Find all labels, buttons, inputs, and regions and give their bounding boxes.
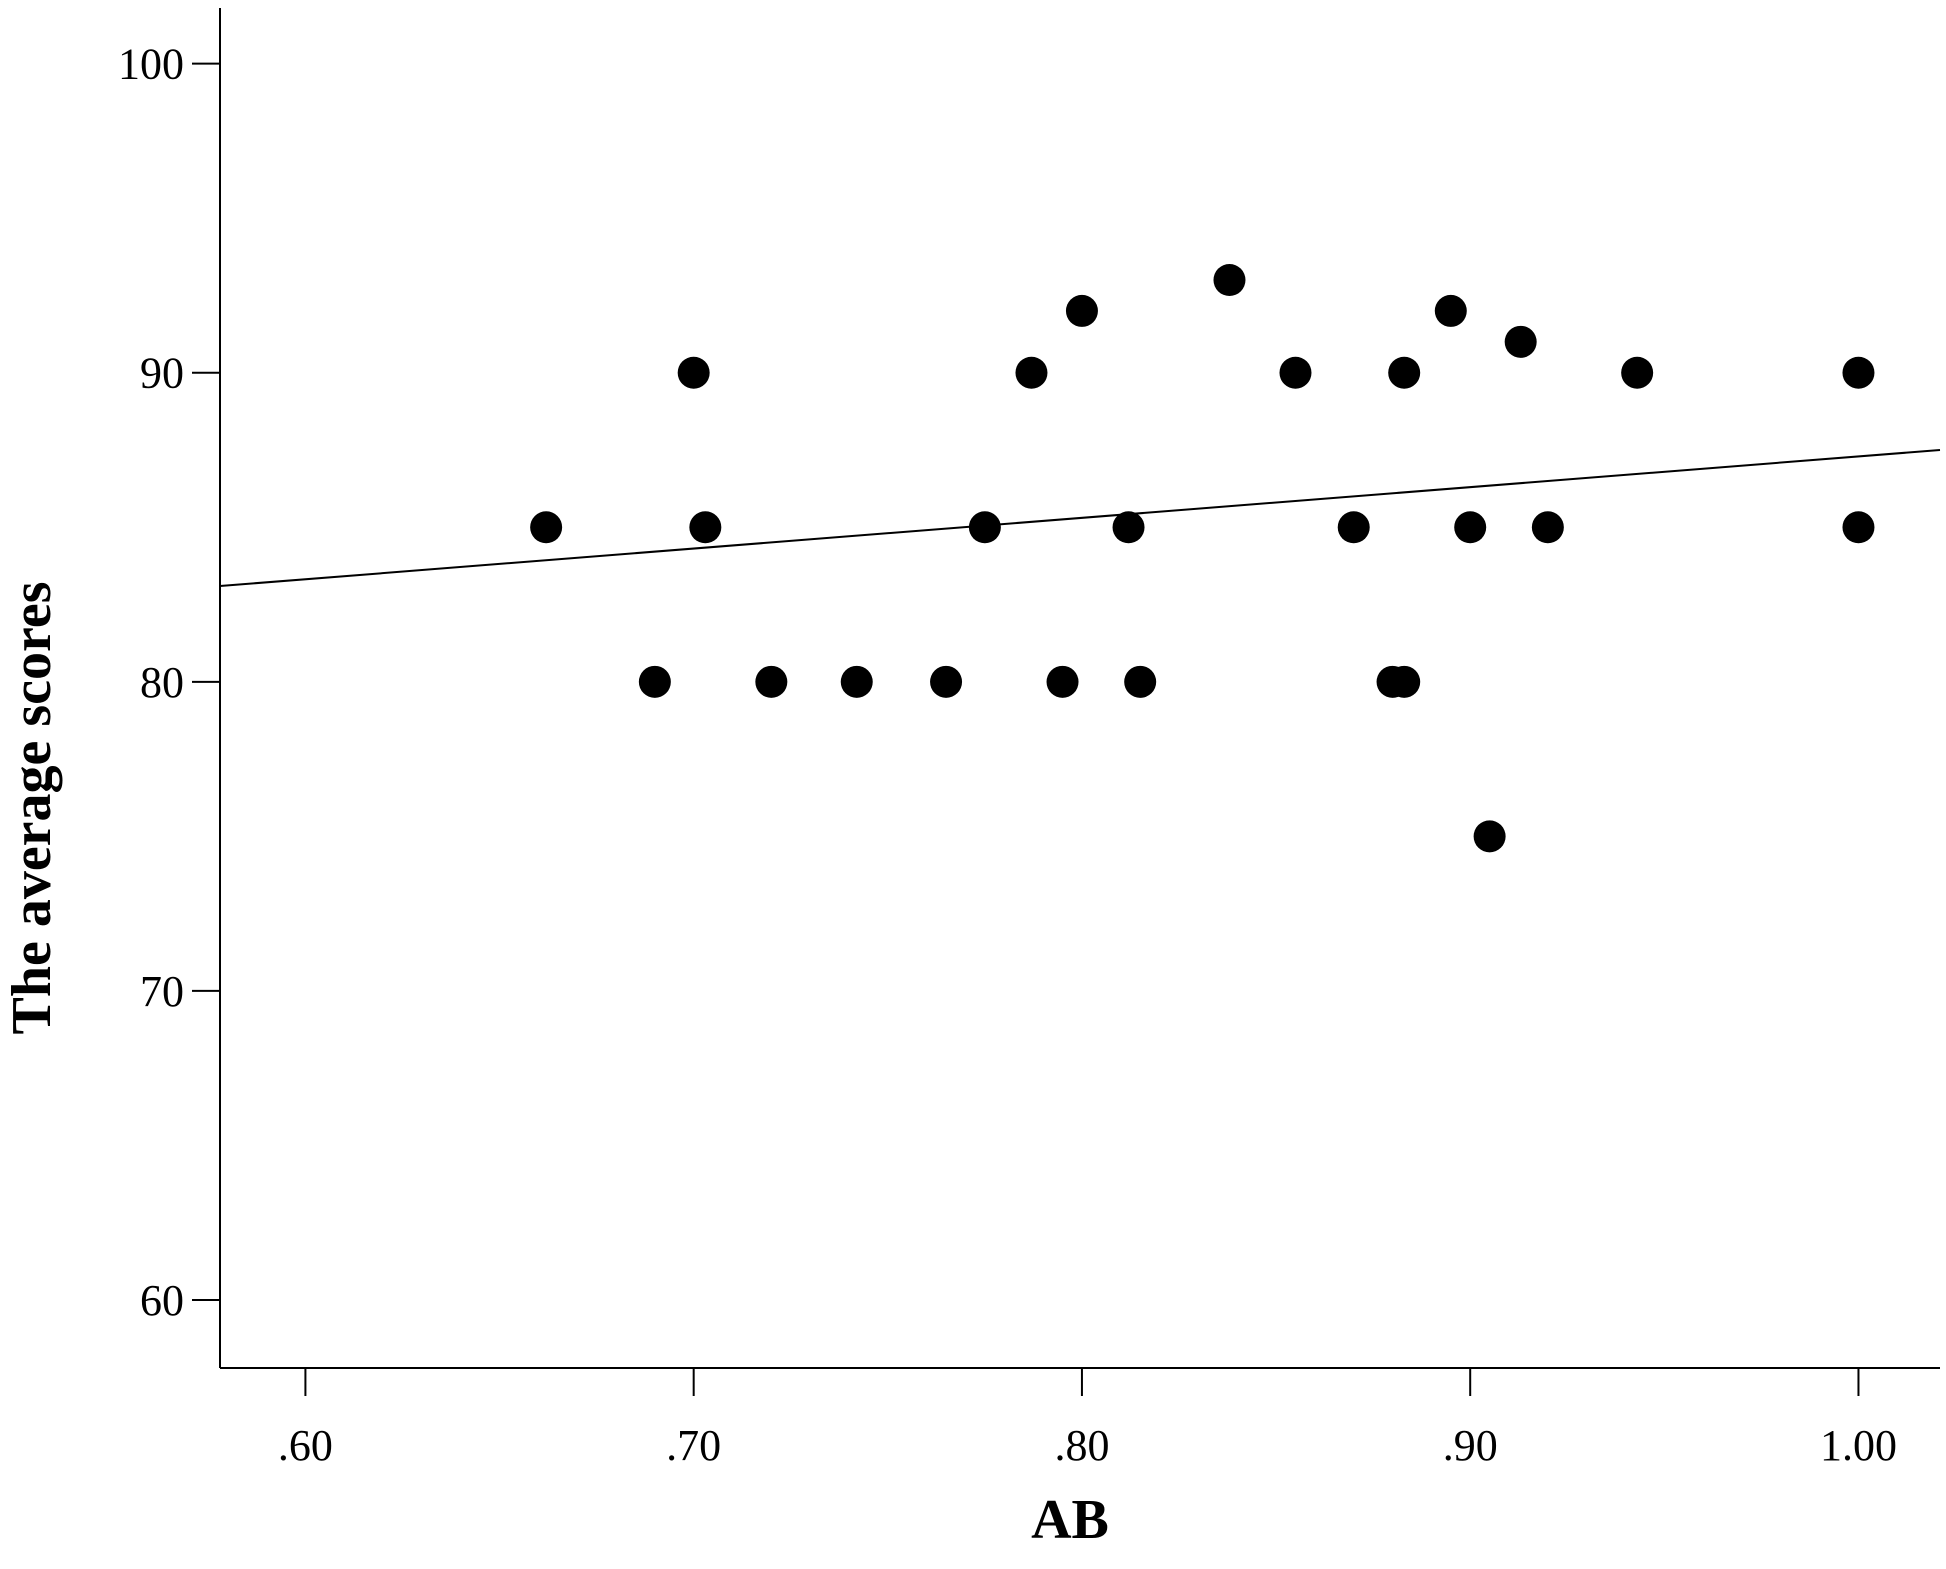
- data-point: [530, 511, 563, 544]
- y-tick-label: 60: [140, 1276, 184, 1325]
- data-point: [1842, 511, 1875, 544]
- data-point: [1454, 511, 1487, 544]
- data-point: [1124, 665, 1157, 698]
- data-point: [1046, 665, 1079, 698]
- x-tick-label: 1.00: [1820, 1421, 1897, 1470]
- data-point: [1112, 511, 1145, 544]
- data-point: [1434, 294, 1467, 327]
- data-point: [1842, 356, 1875, 389]
- data-point: [1388, 665, 1421, 698]
- x-tick-label: .80: [1054, 1421, 1109, 1470]
- data-point: [689, 511, 722, 544]
- y-tick-label: 70: [140, 967, 184, 1016]
- data-point: [755, 665, 788, 698]
- data-point: [1388, 356, 1421, 389]
- data-point: [638, 665, 671, 698]
- fit-line: [219, 449, 1941, 587]
- data-point: [1337, 511, 1370, 544]
- fit-line-layer: [219, 449, 1941, 587]
- data-point: [1279, 356, 1312, 389]
- y-tick-label: 80: [140, 658, 184, 707]
- data-point: [1213, 264, 1246, 296]
- x-axis-ticks: .60 .70 .80 .90 1.00: [278, 1368, 1897, 1470]
- data-point: [840, 665, 873, 698]
- x-tick-label: .60: [278, 1421, 333, 1470]
- data-point: [968, 511, 1001, 544]
- data-point: [1473, 820, 1506, 853]
- data-point: [1065, 294, 1098, 327]
- x-tick-label: .90: [1443, 1421, 1498, 1470]
- y-axis-ticks: 60 70 80 90 100: [118, 40, 220, 1325]
- data-point: [1531, 511, 1564, 544]
- data-point: [1504, 325, 1537, 358]
- y-axis-title: The average scores: [1, 581, 63, 1034]
- data-point: [1621, 356, 1654, 389]
- y-tick-label: 100: [118, 40, 184, 89]
- x-axis-title: AB: [1031, 1489, 1109, 1551]
- x-tick-label: .70: [666, 1421, 721, 1470]
- data-point: [677, 356, 710, 389]
- points-layer: [530, 264, 1875, 853]
- data-point: [930, 665, 963, 698]
- y-tick-label: 90: [140, 349, 184, 398]
- data-point: [1015, 356, 1048, 389]
